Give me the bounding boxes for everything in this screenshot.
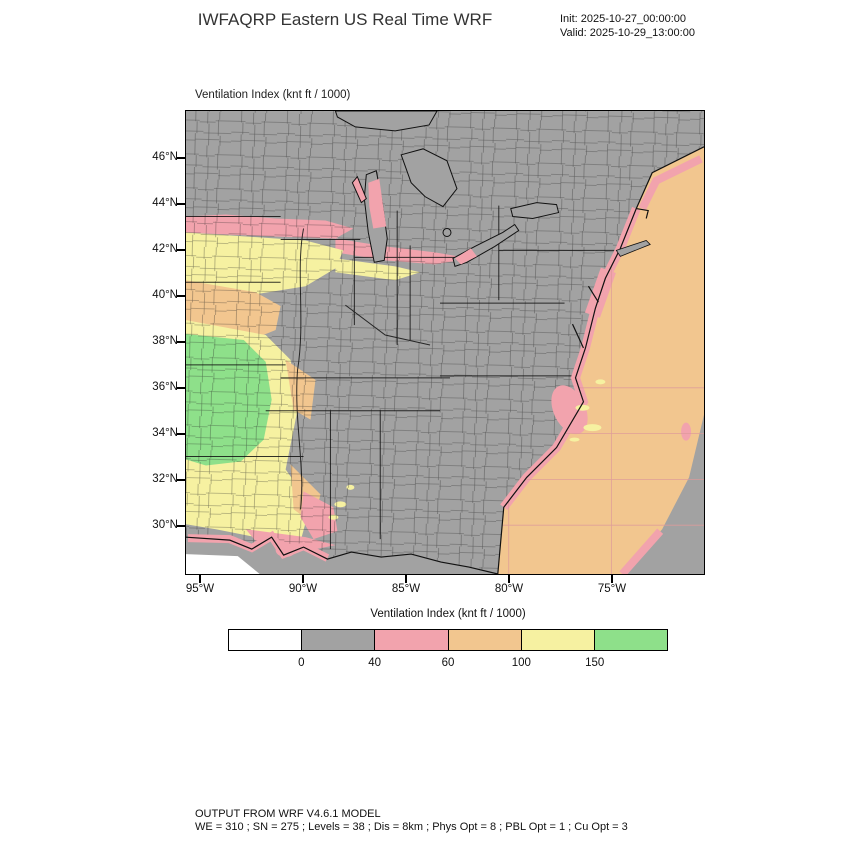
lat-tickmark (177, 341, 185, 343)
legend-segment (447, 630, 521, 650)
lat-tickmark (177, 203, 185, 205)
lat-tickmark (177, 433, 185, 435)
lat-tick-label: 42°N (152, 243, 178, 255)
legend-tick-label: 0 (298, 657, 305, 669)
lon-tickmark (199, 575, 201, 583)
lat-tick-label: 36°N (152, 381, 178, 393)
great-lakes (334, 111, 560, 267)
legend-title: Ventilation Index (knt ft / 1000) (370, 608, 526, 620)
gulf-of-mexico (186, 530, 498, 574)
legend-tick-label: 100 (511, 657, 531, 669)
footer-config-line: WE = 310 ; SN = 275 ; Levels = 38 ; Dis … (195, 821, 628, 833)
legend-tick-label: 150 (585, 657, 605, 669)
lat-tickmark (177, 249, 185, 251)
legend-segment (301, 630, 375, 650)
coastline (186, 146, 704, 574)
lon-tickmark (508, 575, 510, 583)
lat-tick-label: 38°N (152, 335, 178, 347)
lat-tick-label: 30°N (152, 519, 178, 531)
plot-variable-label: Ventilation Index (knt ft / 1000) (195, 89, 351, 101)
legend-segment (374, 630, 448, 650)
lat-tickmark (177, 387, 185, 389)
valid-time: Valid: 2025-10-29_13:00:00 (560, 27, 695, 39)
lat-tick-label: 40°N (152, 289, 178, 301)
lon-tick-label: 75°W (597, 583, 627, 595)
lat-tickmark (177, 479, 185, 481)
lat-tickmark (177, 157, 185, 159)
lon-tick-label: 90°W (288, 583, 318, 595)
footer-notes: OUTPUT FROM WRF V4.6.1 MODEL WE = 310 ; … (195, 808, 628, 834)
lat-tickmark (177, 525, 185, 527)
lon-tick-label: 85°W (391, 583, 421, 595)
lat-tick-label: 32°N (152, 473, 178, 485)
run-metadata: Init: 2025-10-27_00:00:00 Valid: 2025-10… (560, 12, 695, 40)
state-boundaries (186, 205, 615, 550)
map-plot (185, 110, 705, 575)
long-island (615, 239, 651, 257)
lon-tickmark (405, 575, 407, 583)
lat-tick-label: 46°N (152, 151, 178, 163)
lon-tick-label: 95°W (185, 583, 215, 595)
legend-segment (593, 630, 668, 650)
lat-tick-label: 34°N (152, 427, 178, 439)
legend-colorbar (228, 629, 668, 651)
init-time: Init: 2025-10-27_00:00:00 (560, 13, 686, 25)
lon-tickmark (611, 575, 613, 583)
map-svg (186, 111, 704, 574)
footer-model-line: OUTPUT FROM WRF V4.6.1 MODEL (195, 808, 381, 820)
lon-tick-label: 80°W (494, 583, 524, 595)
lon-tickmark (302, 575, 304, 583)
page-title: IWFAQRP Eastern US Real Time WRF (197, 10, 493, 29)
legend-tick-label: 40 (368, 657, 382, 669)
legend-tick-label: 60 (441, 657, 455, 669)
legend-segment (229, 630, 302, 650)
lat-tick-label: 44°N (152, 197, 178, 209)
legend-segment (520, 630, 594, 650)
lat-tickmark (177, 295, 185, 297)
